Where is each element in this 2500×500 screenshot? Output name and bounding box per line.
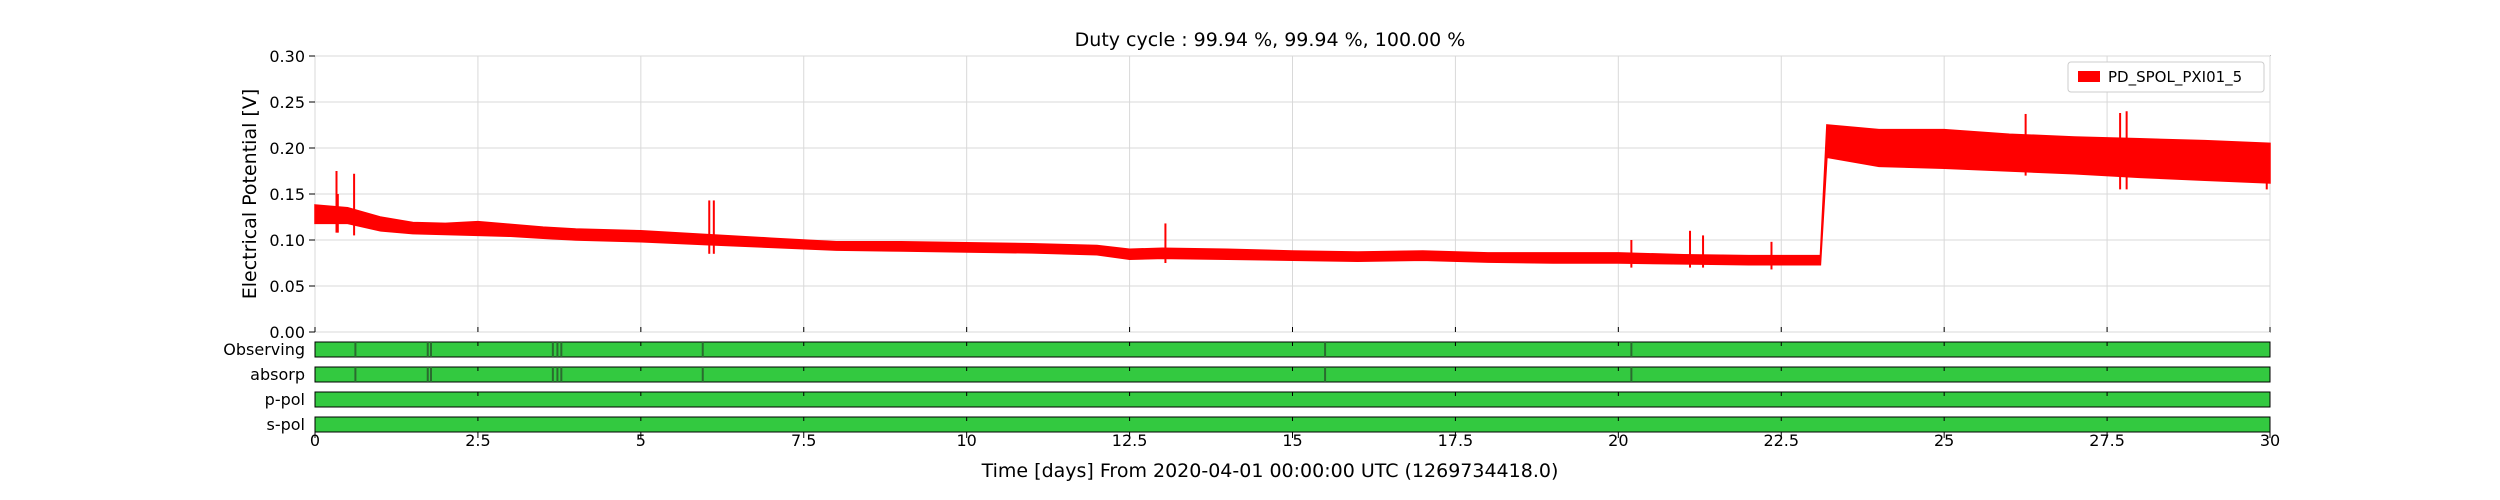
x-tick-label: 15 [1282, 431, 1302, 450]
segment-label: Observing [223, 340, 305, 359]
y-tick-label: 0.05 [269, 277, 305, 296]
y-tick-label: 0.30 [269, 47, 305, 66]
segment-label: s-pol [267, 415, 306, 434]
y-tick-label: 0.25 [269, 93, 305, 112]
x-tick-label: 5 [636, 431, 646, 450]
series-band-PD_SPOL_PXI01_5 [314, 124, 2271, 266]
y-axis-label: Electrical Potential [V] [239, 89, 261, 299]
x-tick-label: 7.5 [791, 431, 816, 450]
y-tick-label: 0.15 [269, 185, 305, 204]
x-tick-label: 20 [1608, 431, 1628, 450]
x-tick-label: 27.5 [2089, 431, 2125, 450]
y-axis-ticks: 0.00 0.05 0.10 0.15 0.20 0.25 0.30 [269, 47, 315, 342]
main-plot-area: 0.00 0.05 0.10 0.15 0.20 0.25 0.30 [269, 47, 2271, 342]
segment-label: absorp [250, 365, 305, 384]
x-tick-label: 25 [1934, 431, 1954, 450]
legend-box [2067, 61, 2265, 93]
x-tick-label: 12.5 [1112, 431, 1148, 450]
series-layer [314, 111, 2271, 270]
legend-entry: PD_SPOL_PXI01_5 [2108, 68, 2242, 87]
legend: PD_SPOL_PXI01_5 [2067, 61, 2265, 93]
segment-bars: Observing absorp p-pol s-pol [223, 340, 2271, 434]
x-tick-label: 2.5 [465, 431, 490, 450]
y-tick-label: 0.20 [269, 139, 305, 158]
x-tick-label: 22.5 [1763, 431, 1799, 450]
y-tick-label: 0.00 [269, 323, 305, 342]
x-axis-label: Time [days] From 2020-04-01 00:00:00 UTC… [981, 460, 1559, 482]
x-tick-label: 30 [2260, 431, 2280, 450]
x-tick-label: 10 [956, 431, 976, 450]
x-axis-ticks: 0 2.5 5 7.5 10 12.5 15 17.5 20 22.5 25 27.5 30 [310, 327, 2280, 450]
segment-label: p-pol [265, 390, 305, 409]
y-tick-label: 0.10 [269, 231, 305, 250]
x-tick-label: 17.5 [1438, 431, 1474, 450]
x-tick-label: 0 [310, 431, 320, 450]
legend-swatch [2078, 71, 2100, 82]
chart-title: Duty cycle : 99.94 %, 99.94 %, 100.00 % [1075, 29, 1466, 51]
